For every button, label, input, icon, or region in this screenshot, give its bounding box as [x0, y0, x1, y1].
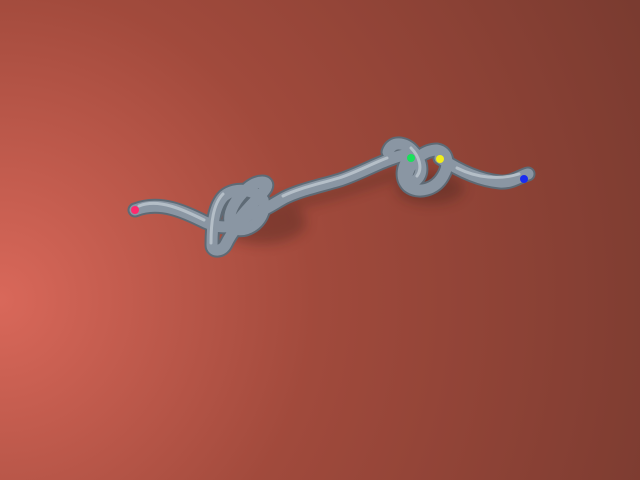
pink-marker[interactable]: [131, 206, 139, 214]
blue-marker[interactable]: [520, 175, 528, 183]
green-marker[interactable]: [407, 154, 415, 162]
rope-markers[interactable]: [131, 154, 528, 214]
rope-highlight: [137, 146, 521, 245]
yellow-marker[interactable]: [436, 155, 444, 163]
